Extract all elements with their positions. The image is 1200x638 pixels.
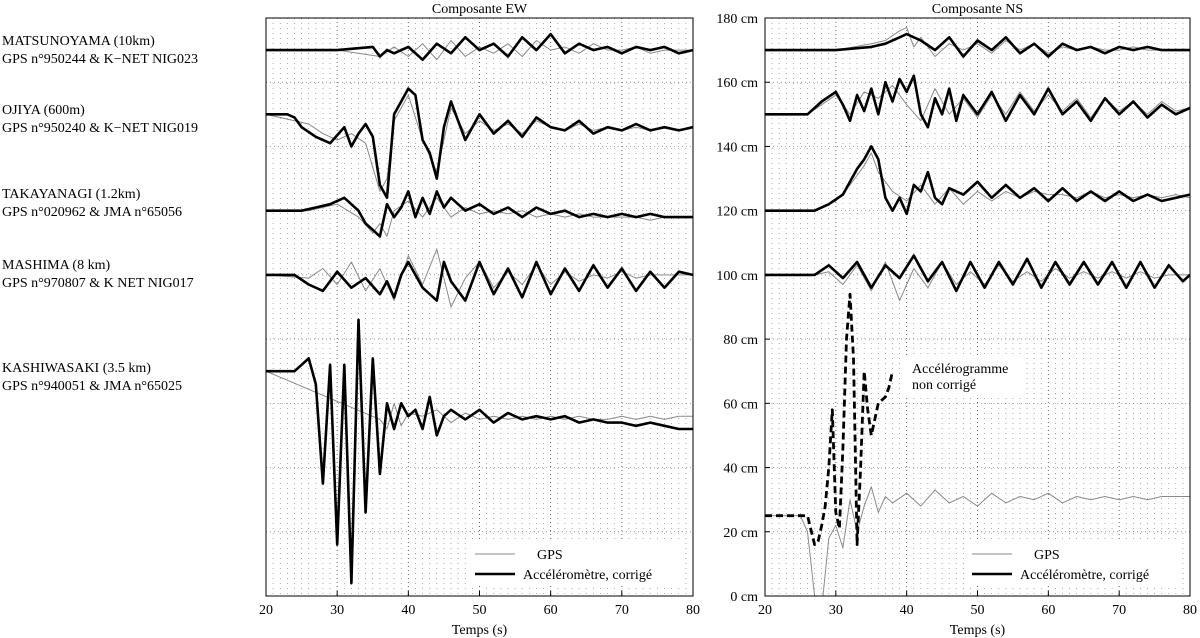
x-tick-label: 80 [686, 603, 700, 618]
x-tick-label: 20 [758, 603, 772, 618]
legend-label-accel: Accéléromètre, corrigé [523, 568, 652, 583]
station-label-matsunoyama: MATSUNOYAMA (10km) GPS n°950244 & K−NET … [2, 33, 198, 69]
x-tick-label: 50 [473, 603, 487, 618]
station-name: MASHIMA (8 km) [2, 258, 111, 273]
y-tick-label: 120 cm [716, 205, 758, 220]
y-tick-label: 20 cm [723, 526, 758, 541]
legend-label-accel: Accéléromètre, corrigé [1020, 568, 1149, 583]
x-tick-label: 20 [259, 603, 273, 618]
accel-series-ojiya-600m [765, 74, 1190, 129]
station-ids: GPS n°020962 & JMA n°65056 [2, 205, 183, 220]
station-ids: GPS n°970807 & K NET NIG017 [2, 276, 194, 291]
y-tick-label: 140 cm [716, 140, 758, 155]
accel-series-mashima-8-km [266, 260, 693, 302]
accel-series-ojiya-600m [266, 87, 693, 200]
station-ids: GPS n°950240 & K−NET NIG019 [2, 121, 199, 136]
y-tick-label: 80 cm [723, 333, 758, 348]
accel-series-takayanagi-1-2km [765, 145, 1190, 216]
y-tick-label: 100 cm [716, 269, 758, 284]
panel-title: Composante NS [932, 2, 1023, 17]
station-label-kashiwasaki: KASHIWASAKI (3.5 km) GPS n°940051 & JMA … [2, 360, 182, 396]
x-tick-label: 60 [544, 603, 558, 618]
x-axis-label: Temps (s) [452, 623, 508, 638]
legend-background [964, 542, 1182, 586]
station-label-takayanagi: TAKAYANAGI (1.2km) GPS n°020962 & JMA n°… [2, 186, 182, 222]
station-name: MATSUNOYAMA (10km) [2, 34, 155, 49]
y-tick-label: 60 cm [723, 397, 758, 412]
x-axis-label: Temps (s) [950, 623, 1006, 638]
annotation-line: non corrigé [912, 378, 976, 393]
panel-composante-ew: 20 30 40 50 60 70 80 Temps (s) Composante EW GPS A… [259, 2, 700, 638]
accel-series-kashiwasaki-3-5-km [266, 318, 693, 585]
uncorrected-series-kashiwasaki-3-5-km [765, 292, 894, 546]
gps-series-kashiwasaki-3-5-km [765, 486, 1190, 596]
panel-composante-ns: 20 30 40 50 60 70 80 Temps (s) Composante NS GPS A… [758, 2, 1197, 638]
station-ids: GPS n°950244 & K−NET NIG023 [2, 52, 199, 67]
accel-series-mashima-8-km [765, 254, 1190, 293]
legend-label-gps: GPS [537, 548, 563, 563]
x-tick-label: 40 [401, 603, 415, 618]
x-tick-label: 30 [829, 603, 843, 618]
x-tick-label: 70 [1112, 603, 1126, 618]
x-tick-label: 70 [615, 603, 629, 618]
x-tick-label: 30 [330, 603, 344, 618]
annotation-line: Accélérogramme [912, 362, 1008, 377]
panel-title: Composante EW [432, 2, 528, 17]
legend: GPS Accéléromètre, corrigé [467, 542, 685, 586]
annotation-background [906, 357, 1026, 395]
accel-series-takayanagi-1-2km [266, 190, 693, 238]
station-name: OJIYA (600m) [2, 103, 85, 118]
y-tick-label: 0 cm [730, 590, 758, 605]
legend-label-gps: GPS [1034, 548, 1060, 563]
station-name: KASHIWASAKI (3.5 km) [2, 361, 151, 376]
gps-series-kashiwasaki-3-5-km [266, 370, 693, 430]
station-label-mashima: MASHIMA (8 km) GPS n°970807 & K NET NIG0… [2, 257, 194, 293]
gps-series-mashima-8-km [765, 261, 1190, 302]
accel-series-matsunoyama-10km [765, 32, 1190, 58]
legend: GPS Accéléromètre, corrigé [964, 542, 1182, 586]
y-tick-label: 40 cm [723, 462, 758, 477]
gps-series-takayanagi-1-2km [266, 197, 693, 237]
x-tick-label: 40 [900, 603, 914, 618]
x-tick-label: 50 [971, 603, 985, 618]
x-tick-label: 60 [1041, 603, 1055, 618]
station-name: TAKAYANAGI (1.2km) [2, 187, 141, 202]
legend-background [467, 542, 685, 586]
y-tick-label: 160 cm [716, 76, 758, 91]
y-tick-label: 180 cm [716, 12, 758, 27]
x-tick-label: 80 [1183, 603, 1197, 618]
accel-series-matsunoyama-10km [266, 32, 693, 62]
station-label-ojiya: OJIYA (600m) GPS n°950240 & K−NET NIG019 [2, 102, 198, 138]
station-ids: GPS n°940051 & JMA n°65025 [2, 379, 183, 394]
